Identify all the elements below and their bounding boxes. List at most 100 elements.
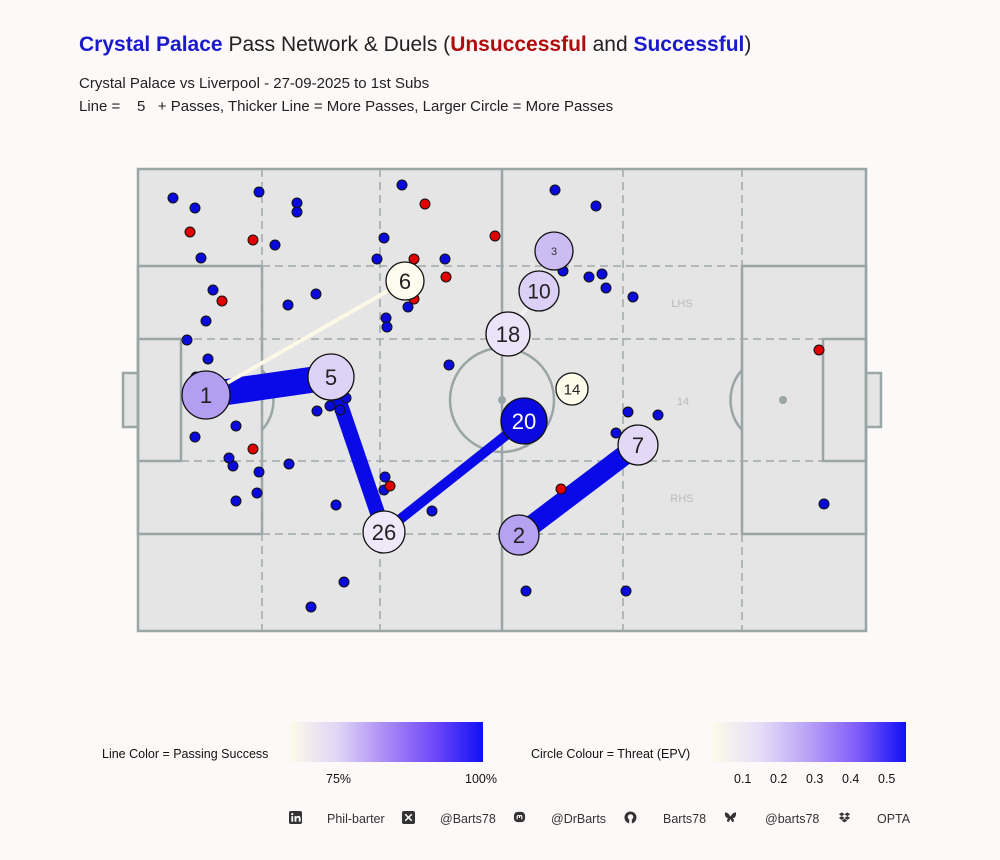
duel-successful-marker: [583, 271, 595, 283]
footer-x: @Barts78: [440, 812, 496, 826]
duel-unsuccessful-marker: [440, 271, 452, 283]
pass-link-26-20: [380, 417, 528, 536]
legend-passing-tick: 100%: [465, 772, 497, 786]
player-node-3: 3: [534, 231, 574, 271]
duel-successful-marker: [818, 498, 830, 510]
title-end: ): [744, 33, 752, 56]
duel-successful-marker: [622, 406, 634, 418]
duel-successful-marker: [610, 427, 622, 439]
duel-unsuccessful-marker: [384, 480, 396, 492]
player-node-6: 6: [385, 261, 425, 301]
chart-title: Crystal Palace Pass Network & Duels (Uns…: [79, 33, 751, 57]
subtitle-match: Crystal Palace vs Liverpool - 27-09-2025…: [79, 75, 430, 92]
player-node-2: 2: [498, 514, 540, 556]
duel-successful-marker: [330, 499, 342, 511]
duel-unsuccessful-marker: [184, 226, 196, 238]
duel-successful-marker: [426, 505, 438, 517]
player-node-1: 1: [181, 370, 231, 420]
duel-successful-marker: [380, 312, 392, 324]
title-mid: Pass Network & Duels (: [222, 33, 451, 56]
title-and: and: [586, 33, 634, 56]
legend-threat-tick: 0.4: [842, 772, 860, 786]
duel-successful-marker: [207, 284, 219, 296]
player-node-20: 20: [500, 397, 548, 445]
duel-successful-marker: [283, 458, 295, 470]
legend-threat-tick: 0.5: [878, 772, 896, 786]
duel-unsuccessful-marker: [247, 443, 259, 455]
player-number: 10: [527, 281, 550, 304]
zone-label-lhs: LHS: [671, 298, 692, 310]
duel-successful-marker: [282, 299, 294, 311]
duel-successful-marker: [230, 420, 242, 432]
centre-spot: [498, 396, 506, 404]
player-number: 1: [200, 383, 212, 408]
footer-mastodon: @DrBarts: [551, 812, 607, 826]
duel-successful-marker: [549, 184, 561, 196]
duel-successful-marker: [600, 282, 612, 294]
duel-successful-marker: [620, 585, 632, 597]
duel-successful-marker: [402, 301, 414, 313]
duel-successful-marker: [338, 576, 350, 588]
duel-successful-marker: [189, 202, 201, 214]
legend-threat-label: Circle Colour = Threat (EPV): [531, 747, 691, 761]
legend-threat-tick: 0.2: [770, 772, 788, 786]
duel-successful-marker: [202, 353, 214, 365]
duel-successful-marker: [230, 495, 242, 507]
player-number: 3: [551, 246, 557, 258]
player-number: 18: [496, 322, 520, 347]
footer-bluesky: @barts78: [765, 812, 820, 826]
player-nodes: 1 5 6 3 10 18 14 20 26 2 7: [181, 231, 659, 556]
subtitle-legend: Line = 5 + Passes, Thicker Line = More P…: [79, 98, 614, 115]
footer-linkedin: Phil-barter: [327, 812, 385, 826]
duel-successful-marker: [310, 288, 322, 300]
github-icon: [624, 811, 637, 824]
legend-threat-gradient: [713, 722, 906, 762]
duel-successful-marker: [311, 405, 323, 417]
duel-successful-marker: [167, 192, 179, 204]
player-number: 2: [513, 523, 525, 548]
legend-passing-gradient: [290, 722, 483, 762]
duel-successful-marker: [334, 404, 346, 416]
legend-passing-tick: 75%: [326, 772, 352, 786]
duel-successful-marker: [627, 291, 639, 303]
player-node-7: 7: [617, 424, 659, 466]
duel-unsuccessful-marker: [555, 483, 567, 495]
dropbox-icon: [838, 812, 851, 823]
duel-successful-marker: [223, 452, 235, 464]
duel-successful-marker: [378, 232, 390, 244]
player-number: 5: [325, 365, 337, 390]
duel-successful-marker: [195, 252, 207, 264]
player-number: 14: [564, 381, 581, 398]
x-twitter-icon: [402, 811, 415, 824]
legend-threat-tick: 0.3: [806, 772, 824, 786]
duel-successful-marker: [189, 431, 201, 443]
penalty-spot: [779, 396, 787, 404]
player-node-10: 10: [518, 270, 560, 312]
zone-label-centre: 14: [677, 396, 689, 408]
duel-unsuccessful-marker: [419, 198, 431, 210]
mastodon-icon: [513, 811, 526, 823]
duel-unsuccessful-marker: [489, 230, 501, 242]
bluesky-icon: [724, 812, 737, 822]
duel-successful-marker: [253, 466, 265, 478]
duel-successful-marker: [251, 487, 263, 499]
duel-successful-marker: [253, 186, 265, 198]
duel-successful-marker: [590, 200, 602, 212]
duel-successful-marker: [439, 253, 451, 265]
player-number: 20: [512, 409, 536, 434]
duel-successful-marker: [269, 239, 281, 251]
duel-successful-marker: [396, 179, 408, 191]
pass-link-5-26: [323, 374, 392, 535]
player-node-18: 18: [485, 311, 531, 357]
player-node-5: 5: [307, 353, 355, 401]
pass-link-1-6: [205, 279, 406, 397]
duel-successful-marker: [305, 601, 317, 613]
duel-successful-marker: [379, 471, 391, 483]
player-number: 6: [399, 269, 411, 294]
duel-successful-marker: [200, 315, 212, 327]
duel-successful-marker: [520, 585, 532, 597]
duel-successful-marker: [291, 206, 303, 218]
footer-github: Barts78: [663, 812, 707, 826]
duel-successful-marker: [596, 268, 608, 280]
duel-successful-marker: [443, 359, 455, 371]
